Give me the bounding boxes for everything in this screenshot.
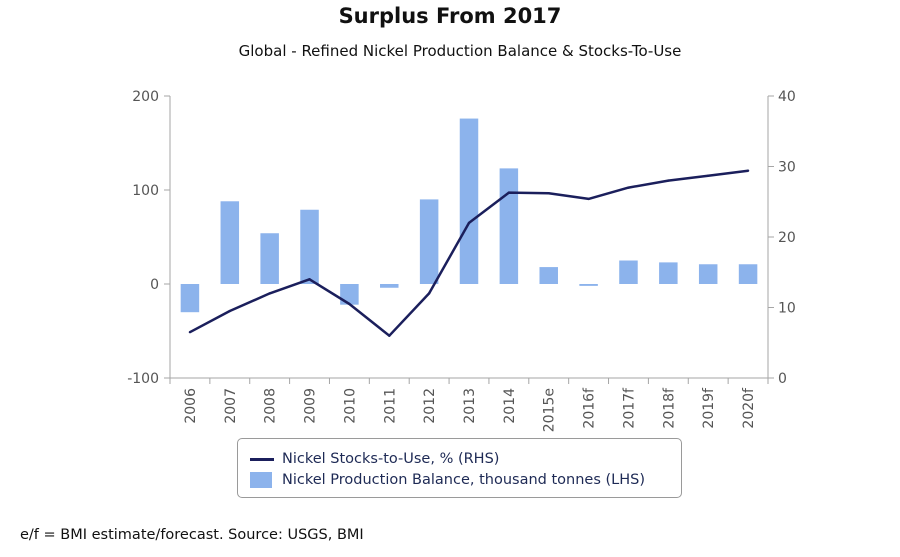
x-axis-tick-label: 2008 [263, 388, 279, 424]
source-footnote: e/f = BMI estimate/forecast. Source: USG… [20, 527, 364, 543]
x-axis-tick-label: 2019f [701, 387, 717, 429]
x-axis-tick-label: 2017f [621, 387, 637, 429]
bar-2019f [698, 264, 718, 284]
chart-plot: -100 0 100 200 0 10 20 30 40 2006 2007 2008 2009 2010… [127, 89, 796, 432]
legend-line-swatch [250, 457, 274, 461]
x-axis-tick-label: 2013 [462, 388, 478, 424]
x-axis-tick-label: 2010 [342, 388, 358, 424]
right-axis-tick-label: 0 [778, 371, 787, 387]
right-axis-tick-label: 10 [778, 301, 796, 317]
line-point-2016f [587, 197, 590, 201]
right-axis-tick-label: 30 [778, 160, 796, 176]
bar-2007 [220, 201, 240, 284]
x-axis-tick-label: 2020f [741, 387, 757, 429]
bar-2016f [579, 284, 598, 286]
line-point-2008 [268, 292, 271, 295]
bar-2009 [300, 209, 319, 284]
chart-subtitle: Global - Refined Nickel Production Balan… [238, 42, 682, 60]
bar-2011 [380, 284, 399, 288]
x-axis-tick-label: 2009 [303, 388, 319, 424]
line-point-2017f [627, 186, 630, 189]
line-point-2020f [746, 169, 750, 172]
legend-label-production-balance: Nickel Production Balance, thousand tonn… [282, 472, 645, 488]
bar-2015e [539, 267, 558, 284]
line-point-2018f [667, 179, 670, 182]
bar-2014 [499, 168, 519, 284]
x-axis-tick-label: 2012 [422, 388, 438, 424]
line-point-2019f [707, 174, 710, 177]
legend-label-stocks-to-use: Nickel Stocks-to-Use, % (RHS) [282, 451, 500, 467]
x-axis-tick-label: 2015e [542, 388, 558, 432]
right-axis-tick-label: 40 [778, 89, 796, 105]
right-axis-tick-label: 20 [778, 230, 796, 246]
legend-item-production-balance: Nickel Production Balance, thousand tonn… [250, 470, 645, 490]
chart-title: Surplus From 2017 [338, 4, 562, 28]
bar-2018f [659, 262, 678, 284]
bar-2012 [419, 199, 439, 284]
x-axis-tick-label: 2011 [382, 388, 398, 424]
x-axis-tick-label: 2018f [661, 387, 677, 429]
legend-bar-swatch [250, 472, 272, 488]
x-axis-tick-label: 2016f [582, 387, 598, 429]
bar-2006 [180, 284, 200, 313]
line-point-2011 [388, 334, 391, 337]
line-point-2014 [507, 191, 511, 194]
line-point-2006 [188, 330, 192, 334]
bar-2017f [619, 260, 638, 284]
x-axis-tick-label: 2007 [223, 388, 239, 424]
chart-legend: Nickel Stocks-to-Use, % (RHS) Nickel Pro… [237, 438, 682, 498]
line-point-2012 [427, 292, 431, 295]
line-point-2010 [348, 302, 351, 306]
line-point-2015e [547, 192, 550, 195]
x-axis-tick-label: 2006 [183, 388, 199, 424]
left-axis-tick-label: 200 [132, 89, 159, 105]
line-point-2013 [467, 221, 471, 225]
bar-2020f [738, 264, 758, 284]
bar-2008 [260, 233, 279, 284]
x-axis-tick-label: 2014 [502, 388, 518, 424]
left-axis-tick-label: 100 [132, 183, 159, 199]
left-axis-tick-label: 0 [150, 277, 159, 293]
legend-item-stocks-to-use: Nickel Stocks-to-Use, % (RHS) [250, 449, 499, 469]
left-axis-tick-label: -100 [127, 371, 159, 387]
bar-2010 [340, 284, 359, 305]
line-point-2009 [308, 278, 311, 281]
bar-2013 [459, 118, 479, 284]
line-point-2007 [228, 309, 231, 313]
